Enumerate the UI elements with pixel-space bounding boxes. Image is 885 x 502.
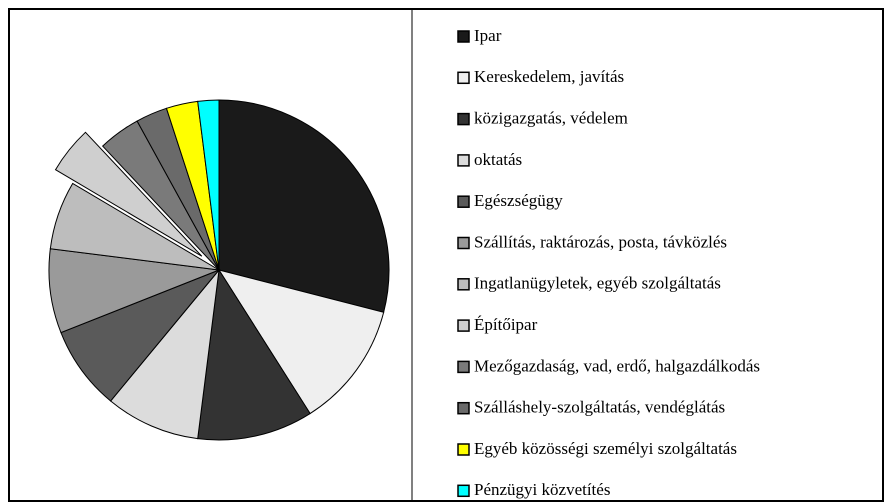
pie-slice [197,99,220,271]
legend-swatch [457,30,470,43]
pie-slice [218,99,390,313]
pie-slice [217,269,385,415]
legend-label: Építőipar [474,315,538,334]
pie-slice [197,268,311,441]
legend-label: közigazgatás, védelem [474,109,628,128]
legend-label: Ingatlanügyletek, egyéb szolgáltatás [474,274,721,293]
legend-label: Egyéb közösségi személyi szolgáltatás [474,439,737,458]
legend-swatch [457,401,470,415]
legend-swatch [457,154,470,167]
legend-swatch [457,236,470,250]
legend-swatch [457,319,470,332]
legend-label: Ipar [474,26,502,45]
legend-swatch [457,484,470,498]
legend-swatch [457,71,470,85]
legend-swatch [457,112,470,126]
legend-label: Szállítás, raktározás, posta, távközlés [474,232,727,251]
legend-swatch [457,278,470,291]
legend-label: Pénzügyi közvetítés [474,480,610,499]
legend-label: Szálláshely-szolgáltatás, vendéglátás [474,398,725,417]
pie-slice [109,268,220,440]
legend-label: oktatás [474,150,522,169]
pie-slice [49,182,220,271]
pie-slice [54,131,203,257]
legend-label: Kereskedelem, javítás [474,67,624,86]
legend-label: Egészségügy [474,191,563,210]
legend-swatch [457,443,470,456]
legend-swatch [457,195,470,208]
legend-label: Mezőgazdaság, vad, erdő, halgazdálkodás [474,356,760,375]
legend-swatch [457,360,470,374]
